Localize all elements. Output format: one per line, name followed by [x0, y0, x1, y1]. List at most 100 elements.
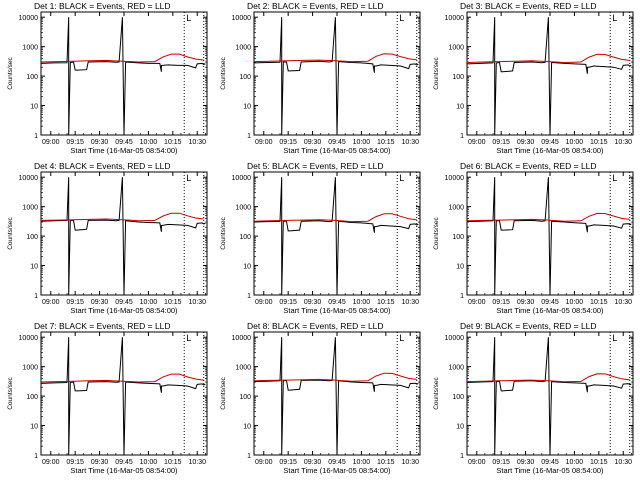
x-tick-label: 09:00	[468, 299, 486, 306]
y-tick-label: 100	[26, 394, 38, 401]
y-tick-label: 100	[239, 394, 251, 401]
x-tick-label: 09:15	[492, 459, 510, 466]
y-tick-label: 10000	[445, 15, 465, 22]
lld-series-line	[40, 53, 204, 63]
x-tick-label: 10:00	[566, 299, 584, 306]
x-tick-label: 09:15	[279, 139, 297, 146]
y-tick-label: 1	[34, 453, 38, 460]
panel-annotation: L	[399, 333, 404, 343]
detector-panel: Det 4: BLACK = Events, RED = LLD 1 10 100 10…	[7, 161, 208, 315]
panel-title: Det 4: BLACK = Events, RED = LLD	[34, 161, 171, 171]
x-tick-label: 09:15	[279, 459, 297, 466]
detector-panel: Det 9: BLACK = Events, RED = LLD 1 10 100 10…	[433, 321, 634, 475]
y-tick-label: 1	[460, 293, 464, 300]
y-tick-label: 10	[456, 104, 464, 111]
detector-panel: Det 8: BLACK = Events, RED = LLD 1 10 100 10…	[220, 321, 421, 475]
y-tick-label: 1	[460, 133, 464, 140]
x-tick-label: 09:15	[66, 139, 84, 146]
x-tick-label: 09:45	[115, 299, 133, 306]
x-tick-label: 09:30	[517, 459, 535, 466]
lld-series-line	[40, 373, 204, 383]
events-series-line	[466, 177, 632, 296]
x-tick-label: 10:30	[188, 299, 206, 306]
x-tick-label: 10:15	[377, 459, 395, 466]
y-tick-label: 10000	[232, 335, 252, 342]
y-axis-label: Counts/sec	[7, 56, 14, 89]
y-tick-label: 10	[243, 104, 251, 111]
y-tick-label: 1	[34, 133, 38, 140]
y-axis-label: Counts/sec	[220, 376, 227, 409]
y-axis-label: Counts/sec	[433, 216, 440, 249]
x-tick-label: 10:30	[614, 459, 632, 466]
x-axis-label: Start Time (16-Mar-05 08:54:00)	[496, 306, 604, 315]
panel-annotation: L	[612, 333, 617, 343]
x-axis-label: Start Time (16-Mar-05 08:54:00)	[283, 306, 391, 315]
x-tick-label: 10:15	[164, 299, 182, 306]
y-tick-label: 100	[26, 74, 38, 81]
y-tick-label: 1	[247, 293, 251, 300]
x-tick-label: 10:15	[590, 139, 608, 146]
x-tick-label: 10:30	[188, 459, 206, 466]
x-tick-label: 10:00	[353, 139, 371, 146]
y-tick-label: 1000	[22, 205, 38, 212]
y-tick-label: 10	[456, 424, 464, 431]
y-tick-label: 100	[239, 74, 251, 81]
y-tick-label: 1000	[235, 45, 251, 52]
x-tick-label: 09:45	[328, 139, 346, 146]
x-tick-label: 10:30	[188, 139, 206, 146]
y-tick-label: 1	[247, 453, 251, 460]
panel-annotation: L	[186, 13, 191, 23]
x-axis-label: Start Time (16-Mar-05 08:54:00)	[496, 146, 604, 155]
y-tick-label: 10000	[19, 175, 39, 182]
x-tick-label: 09:15	[66, 299, 84, 306]
y-tick-label: 1	[460, 453, 464, 460]
x-tick-label: 10:30	[614, 139, 632, 146]
x-tick-label: 09:00	[255, 139, 273, 146]
panel-title: Det 2: BLACK = Events, RED = LLD	[247, 1, 384, 11]
x-tick-label: 09:45	[541, 139, 559, 146]
y-tick-label: 10	[30, 424, 38, 431]
x-tick-label: 10:15	[377, 299, 395, 306]
x-tick-label: 10:00	[353, 459, 371, 466]
y-tick-label: 10000	[232, 15, 252, 22]
panel-annotation: L	[186, 173, 191, 183]
x-tick-label: 10:15	[590, 299, 608, 306]
y-tick-label: 10	[243, 264, 251, 271]
y-axis-label: Counts/sec	[7, 216, 14, 249]
x-tick-label: 09:00	[468, 139, 486, 146]
x-tick-label: 09:00	[255, 459, 273, 466]
x-tick-label: 10:30	[401, 139, 419, 146]
y-tick-label: 100	[452, 394, 464, 401]
y-tick-label: 1	[34, 293, 38, 300]
x-tick-label: 09:00	[42, 139, 60, 146]
lld-series-line	[466, 212, 630, 222]
y-tick-label: 10000	[232, 175, 252, 182]
y-tick-label: 100	[452, 74, 464, 81]
x-tick-label: 10:15	[377, 139, 395, 146]
panel-annotation: L	[399, 13, 404, 23]
events-series-line	[40, 17, 206, 136]
x-axis-label: Start Time (16-Mar-05 08:54:00)	[283, 146, 391, 155]
y-tick-label: 10	[456, 264, 464, 271]
y-tick-label: 10	[30, 264, 38, 271]
events-series-line	[253, 337, 419, 456]
panel-title: Det 7: BLACK = Events, RED = LLD	[34, 321, 171, 331]
y-tick-label: 10000	[19, 335, 39, 342]
x-tick-label: 10:15	[590, 459, 608, 466]
x-tick-label: 10:00	[140, 139, 158, 146]
x-axis-label: Start Time (16-Mar-05 08:54:00)	[496, 466, 604, 475]
lld-series-line	[40, 212, 204, 222]
x-axis-label: Start Time (16-Mar-05 08:54:00)	[70, 466, 178, 475]
detector-panel: Det 6: BLACK = Events, RED = LLD 1 10 100 10…	[433, 161, 634, 315]
x-tick-label: 09:45	[115, 459, 133, 466]
x-axis-label: Start Time (16-Mar-05 08:54:00)	[283, 466, 391, 475]
y-tick-label: 10000	[445, 175, 465, 182]
lld-series-line	[253, 53, 417, 63]
y-tick-label: 10	[243, 424, 251, 431]
y-tick-label: 10000	[445, 335, 465, 342]
x-tick-label: 09:00	[255, 299, 273, 306]
y-tick-label: 1000	[448, 205, 464, 212]
x-tick-label: 10:00	[566, 459, 584, 466]
y-tick-label: 1000	[22, 45, 38, 52]
